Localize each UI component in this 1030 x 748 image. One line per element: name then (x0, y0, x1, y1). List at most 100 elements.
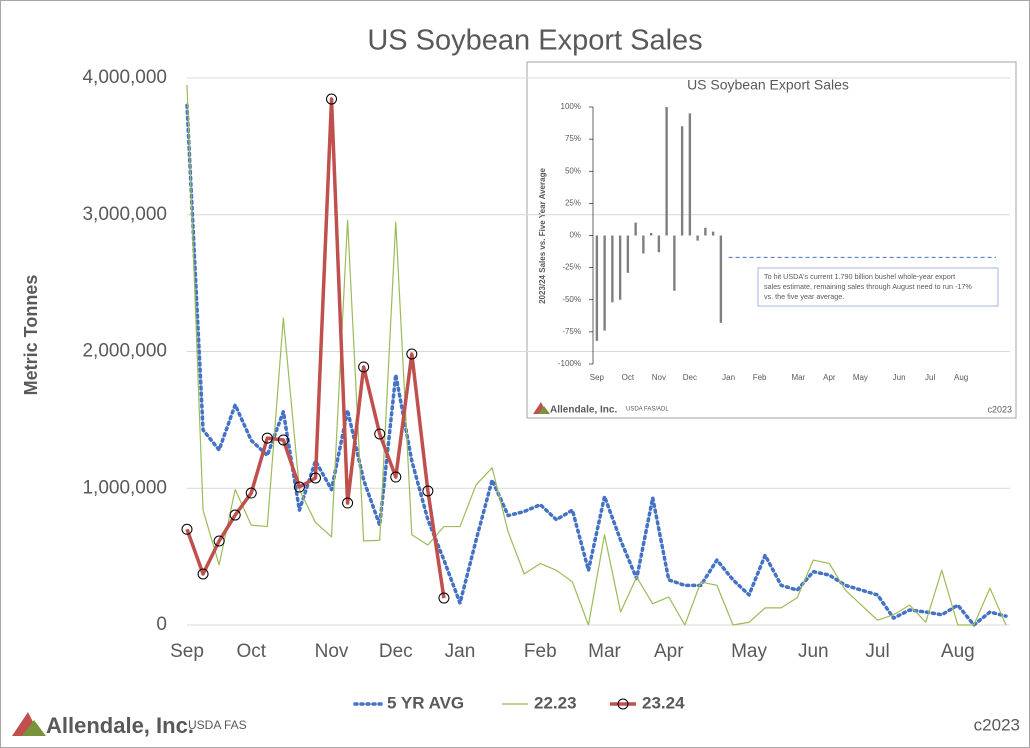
legend-marker (617, 698, 629, 710)
marker (277, 434, 289, 446)
bar (649, 232, 653, 236)
series (181, 93, 450, 604)
inset-y-tick-label: -50% (562, 295, 581, 304)
logo-text: Allendale, Inc. (46, 713, 194, 738)
inset-y-axis-label: 2023/24 Sales vs. Five Year Average (538, 168, 547, 304)
inset-x-tick-label: Feb (753, 373, 767, 382)
marker (181, 523, 193, 535)
bar (704, 227, 707, 236)
x-tick-label: Jun (798, 641, 829, 662)
inset-title: US Soybean Export Sales (687, 77, 849, 93)
marker (293, 481, 305, 493)
inset-x-tick-label: Oct (622, 373, 635, 382)
inset-x-tick-label: Nov (652, 373, 666, 382)
inset-y-tick-label: 0% (569, 231, 581, 240)
marker (309, 472, 321, 484)
y-tick-label: 4,000,000 (82, 67, 167, 88)
inset-y-tick-label: 100% (561, 102, 581, 111)
bar (657, 235, 661, 253)
x-tick-label: May (731, 641, 767, 662)
legend-label: 5 YR AVG (387, 693, 464, 712)
chart-title: US Soybean Export Sales (367, 25, 702, 57)
x-tick-label: Dec (379, 641, 413, 662)
series (186, 84, 1007, 626)
bar (711, 231, 715, 236)
bar (611, 235, 614, 303)
annotation-text: vs. the five year average. (764, 292, 844, 301)
bar (688, 113, 692, 236)
marker (438, 592, 450, 604)
legend-label: 23.24 (642, 693, 685, 712)
inset-logo-mark (533, 402, 550, 414)
bar (626, 235, 630, 273)
bar (642, 235, 645, 254)
annotation-text: To hit USDA's current 1.790 billion bush… (764, 272, 955, 281)
marker (390, 471, 402, 483)
legend: 5 YR AVG 22.23 23.24 (353, 693, 685, 712)
x-tick-label: Oct (236, 641, 266, 662)
y-tick-label: 1,000,000 (82, 477, 167, 498)
bar (603, 235, 606, 331)
inset-x-tick-label: Dec (683, 373, 697, 382)
annotation-text: sales estimate, remaining sales through … (764, 282, 972, 291)
bar (618, 235, 622, 300)
source: USDA FAS (188, 718, 247, 732)
inset-x-tick-label: Jul (925, 373, 935, 382)
logo-mark (12, 712, 46, 736)
marker (261, 432, 273, 444)
marker (406, 348, 418, 360)
inset-y-tick-label: 50% (565, 166, 581, 175)
legend-label: 22.23 (534, 693, 577, 712)
y-tick-label: 0 (156, 614, 167, 635)
bar (696, 235, 699, 241)
inset-x-tick-label: Sep (590, 373, 605, 382)
bar (665, 107, 668, 236)
inset-x-tick-label: Apr (823, 373, 836, 382)
inset-y-tick-label: 75% (565, 134, 581, 143)
inset-logo-text: Allendale, Inc. (550, 405, 617, 416)
inset-x-tick-label: May (853, 373, 868, 382)
series (185, 103, 1008, 627)
x-tick-label: Nov (315, 641, 349, 662)
marker (326, 93, 338, 105)
bar (595, 235, 599, 341)
marker (245, 487, 257, 499)
line (185, 103, 1008, 627)
grid: 0 1,000,000 2,000,000 3,000,000 4,000,000 Sep… (82, 67, 1010, 662)
copyright: c2023 (974, 715, 1020, 734)
x-tick-label: Jul (865, 641, 889, 662)
bar (634, 222, 637, 236)
bar (719, 235, 723, 323)
inset-copyright: c2023 (987, 404, 1012, 414)
marker (229, 509, 241, 521)
marker (374, 428, 386, 440)
inset-y-tick-label: 25% (565, 198, 581, 207)
x-tick-label: Aug (941, 641, 975, 662)
inset-y-tick-label: -75% (562, 327, 581, 336)
inset-frame (526, 61, 1017, 419)
x-tick-label: Mar (588, 641, 621, 662)
line (185, 97, 446, 599)
annotation-box (757, 267, 999, 307)
inset: -100% -75% -50% -25% 0% 25% 50% 75% 100% Sep Oct No… (558, 102, 999, 382)
inset-y-tick-label: -100% (558, 359, 581, 368)
inset-x-tick-label: Aug (954, 373, 968, 382)
line (186, 84, 1007, 626)
marker (197, 568, 209, 580)
x-tick-label: Jan (445, 641, 476, 662)
marker (213, 535, 225, 547)
y-tick-label: 2,000,000 (82, 341, 167, 362)
inset-y-tick-label: -25% (562, 263, 581, 272)
marker (358, 361, 370, 373)
bar (673, 235, 676, 291)
inset-x-tick-label: Jun (893, 373, 906, 382)
x-tick-label: Feb (524, 641, 557, 662)
inset-x-tick-label: Mar (791, 373, 805, 382)
inset-x-tick-label: Jan (722, 373, 735, 382)
marker (342, 497, 354, 509)
y-tick-label: 3,000,000 (82, 204, 167, 225)
marker (422, 485, 434, 497)
x-tick-label: Apr (654, 641, 684, 662)
inset-source: USDA FAS/ADL (626, 407, 669, 413)
